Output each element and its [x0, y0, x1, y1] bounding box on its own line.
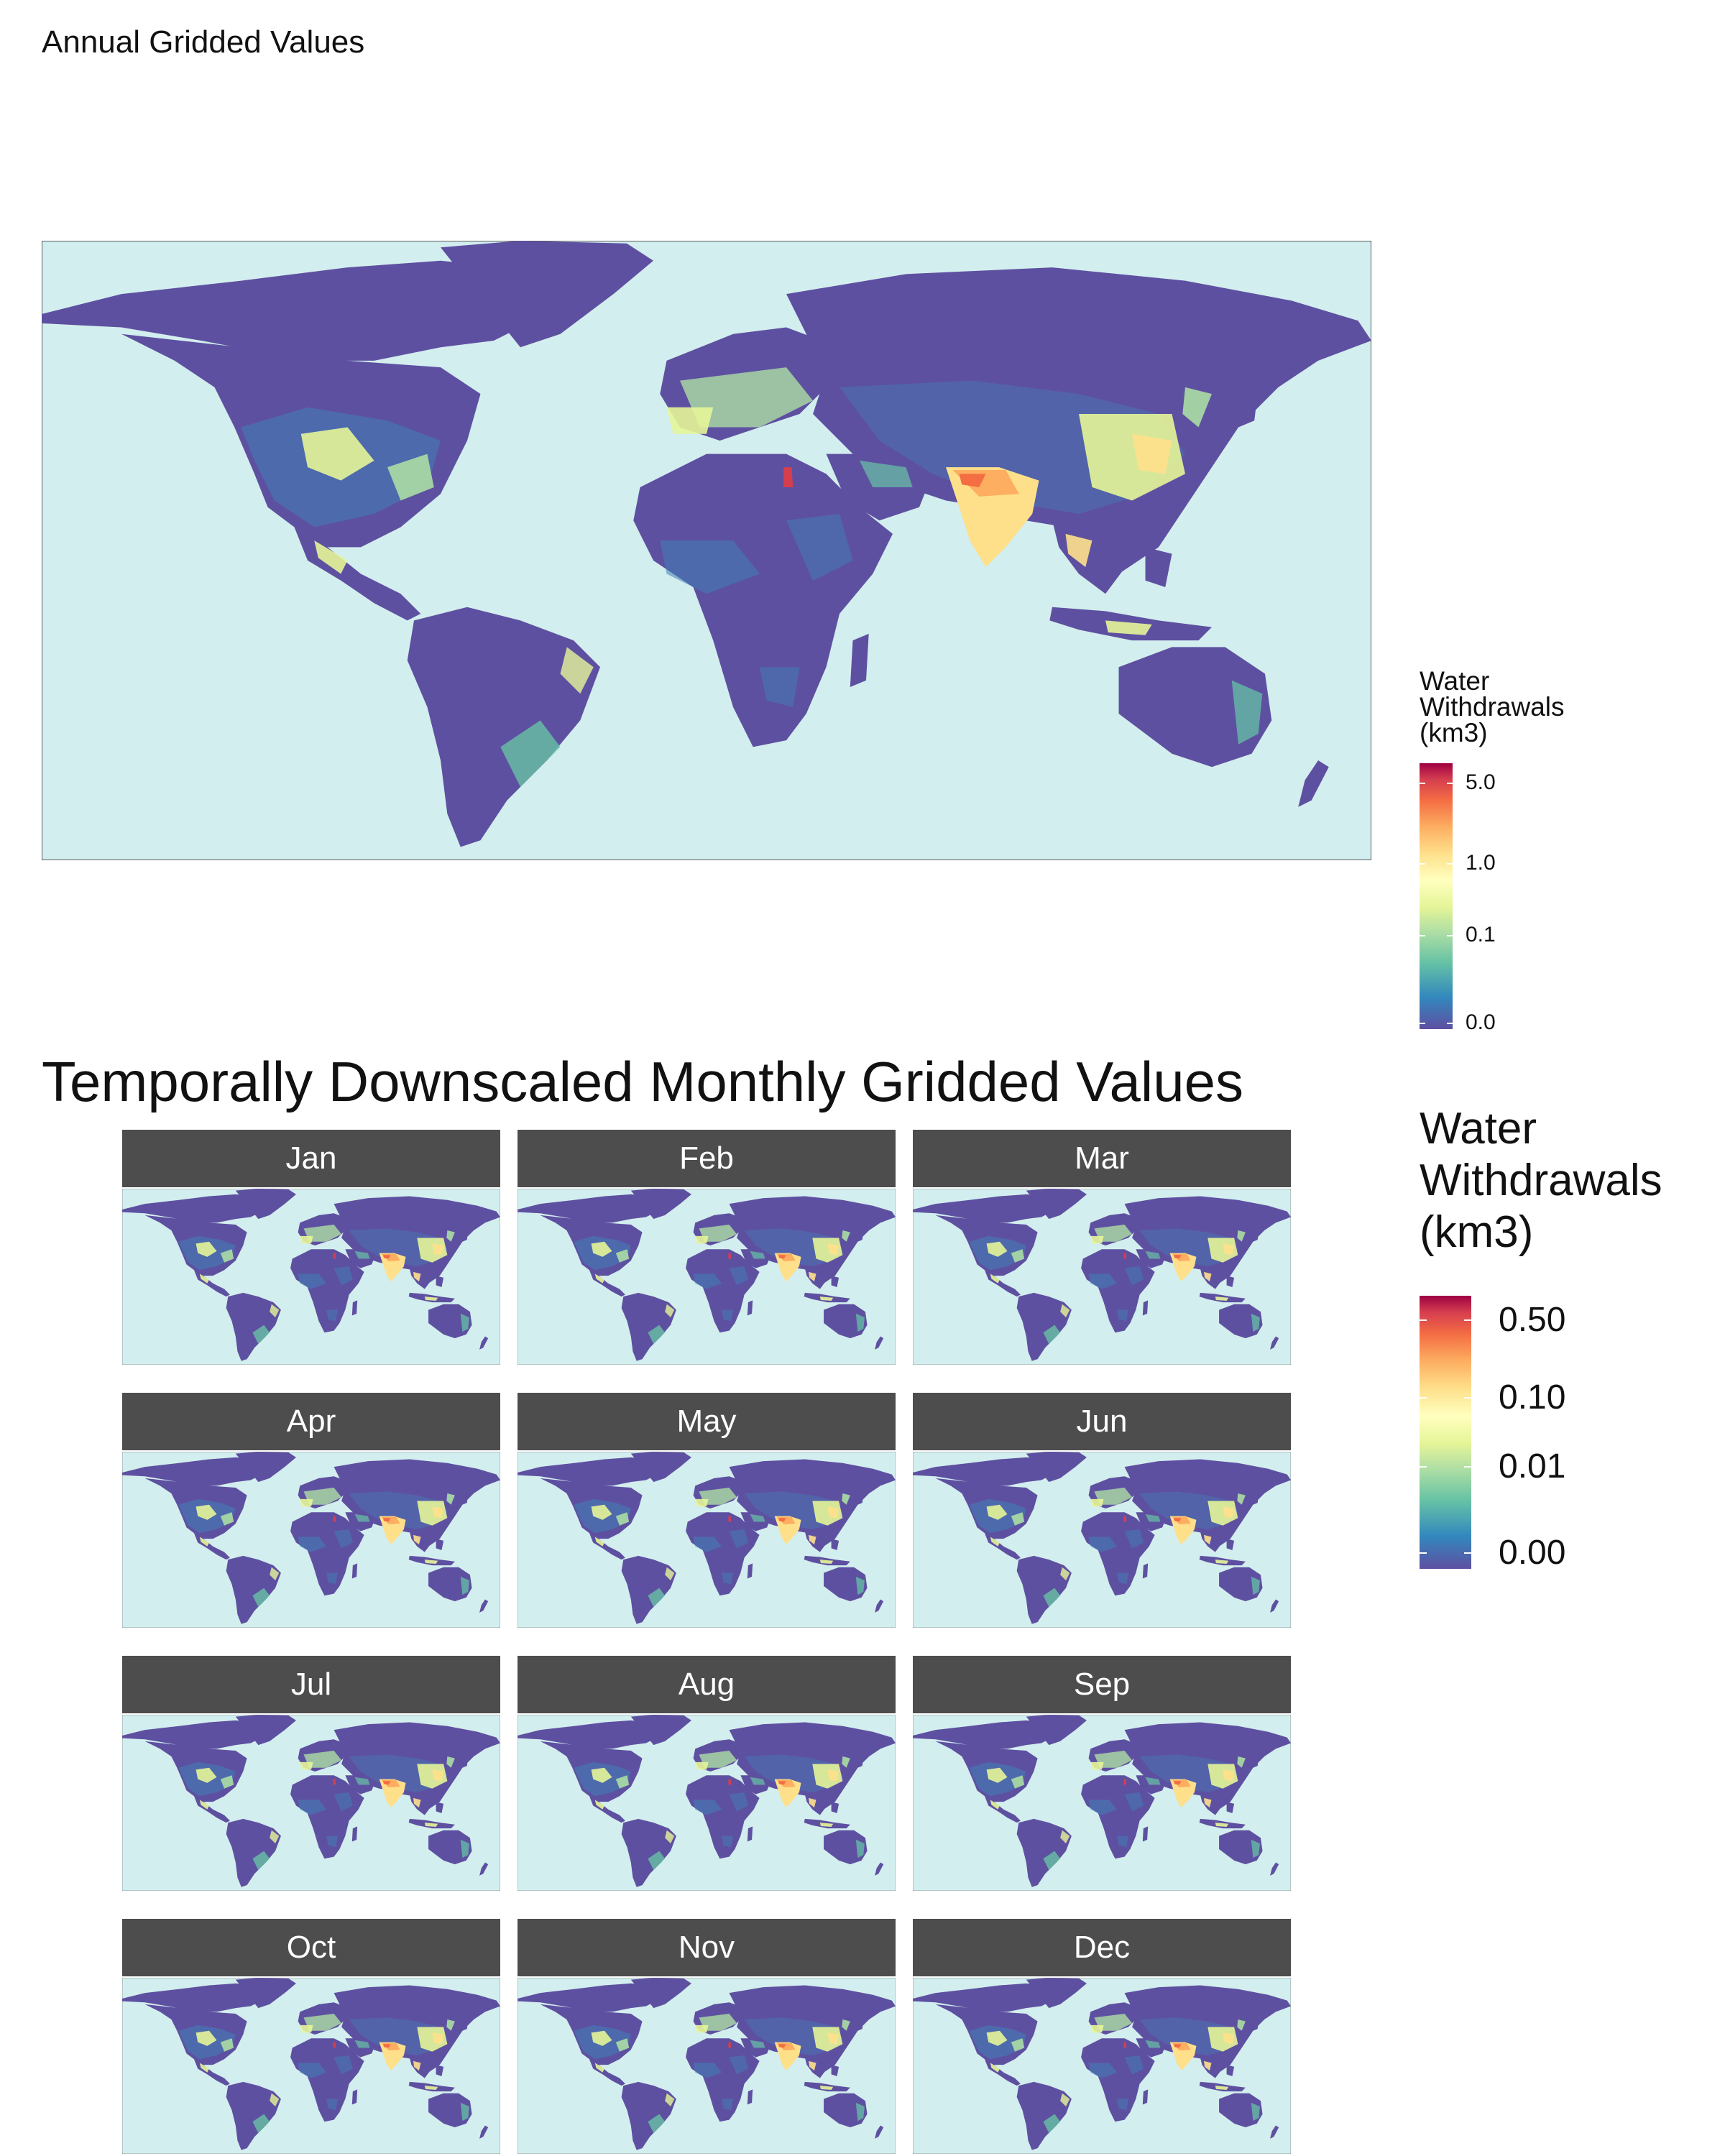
month-strip-label: May — [518, 1393, 896, 1450]
legend-tick-label: 5.0 — [1466, 770, 1496, 794]
month-strip-label: Nov — [518, 1919, 896, 1976]
month-strip-label: Jul — [122, 1656, 500, 1713]
month-panel: Dec — [913, 1919, 1291, 2154]
month-panel: Apr — [122, 1393, 500, 1628]
month-panel: May — [518, 1393, 896, 1628]
month-panel: Sep — [913, 1656, 1291, 1891]
legend-tick-label: 0.01 — [1499, 1447, 1566, 1485]
month-strip-label: Dec — [913, 1919, 1291, 1976]
month-strip-label: Mar — [913, 1130, 1291, 1187]
month-strip-label: Oct — [122, 1919, 500, 1976]
month-strip-label: Jun — [913, 1393, 1291, 1450]
legend-title-line: Withdrawals — [1420, 1156, 1662, 1205]
month-world-map — [518, 1189, 896, 1365]
month-strip-label: Aug — [518, 1656, 896, 1713]
month-world-map — [913, 1189, 1291, 1365]
month-world-map — [122, 1189, 500, 1365]
month-panel: Jan — [122, 1130, 500, 1365]
month-strip-label: Jan — [122, 1130, 500, 1187]
legend-tick-label: 0.0 — [1466, 1010, 1496, 1034]
month-world-map — [913, 1978, 1291, 2154]
month-panel: Nov — [518, 1919, 896, 2154]
annual-colorbar — [1420, 763, 1453, 1029]
legend-title-line: (km3) — [1420, 1207, 1534, 1257]
legend-tick-label: 0.10 — [1499, 1378, 1566, 1416]
month-panel: Feb — [518, 1130, 896, 1365]
month-panel: Jun — [913, 1393, 1291, 1628]
annual-title: Annual Gridded Values — [42, 24, 365, 60]
legend-title-line: Water — [1420, 666, 1490, 696]
month-strip-label: Sep — [913, 1656, 1291, 1713]
legend-tick-label: 0.1 — [1466, 923, 1496, 946]
legend-tick-label: 0.50 — [1499, 1301, 1566, 1339]
month-world-map — [122, 1978, 500, 2154]
month-panel: Jul — [122, 1656, 500, 1891]
legend-title-line: (km3) — [1420, 718, 1488, 747]
annual-legend: Water Withdrawals (km3) 5.0 1.0 0.1 0.0 — [1420, 668, 1565, 1034]
legend-tick-label: 0.00 — [1499, 1534, 1566, 1572]
monthly-title: Temporally Downscaled Monthly Gridded Va… — [42, 1050, 1244, 1113]
month-strip-label: Feb — [518, 1130, 896, 1187]
month-panel: Mar — [913, 1130, 1291, 1365]
month-world-map — [122, 1715, 500, 1891]
month-world-map — [518, 1978, 896, 2154]
month-panel: Aug — [518, 1656, 896, 1891]
month-world-map — [913, 1452, 1291, 1628]
month-world-map — [122, 1452, 500, 1628]
legend-title-line: Withdrawals — [1420, 692, 1565, 722]
monthly-legend: Water Withdrawals (km3) 0.50 0.10 0.01 0… — [1420, 1103, 1662, 1572]
monthly-panel-grid: Jan Feb Mar Apr May Jun Jul Aug Sep Oct Nov Dec — [122, 1130, 1291, 2154]
legend-title-line: Water — [1420, 1104, 1537, 1153]
month-strip-label: Apr — [122, 1393, 500, 1450]
monthly-legend-title: Water Withdrawals (km3) — [1420, 1103, 1662, 1258]
legend-tick-label: 1.0 — [1466, 851, 1496, 875]
month-panel: Oct — [122, 1919, 500, 2154]
monthly-colorbar — [1420, 1296, 1471, 1569]
month-world-map — [518, 1715, 896, 1891]
annual-legend-title: Water Withdrawals (km3) — [1420, 668, 1565, 746]
annual-world-map — [42, 241, 1371, 860]
month-world-map — [518, 1452, 896, 1628]
month-world-map — [913, 1715, 1291, 1891]
